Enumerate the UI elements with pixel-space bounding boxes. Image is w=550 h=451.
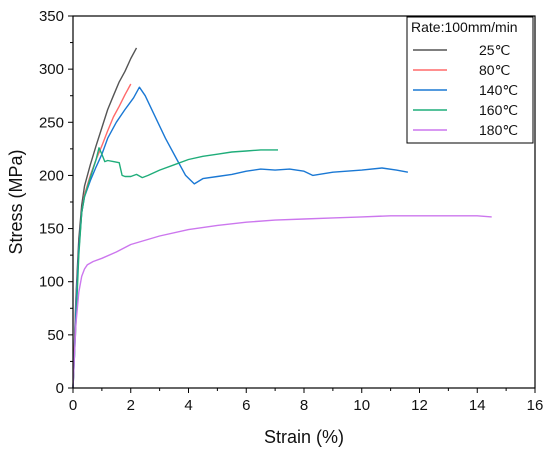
y-tick-label: 100 [39, 274, 64, 291]
y-axis-title: Stress (MPa) [6, 149, 26, 254]
x-tick-label: 2 [127, 397, 135, 414]
y-tick-label: 0 [56, 380, 64, 397]
x-tick-label: 0 [69, 397, 77, 414]
x-tick-label: 6 [242, 397, 250, 414]
legend-label: 160℃ [479, 102, 518, 118]
legend-items: 25℃ 80℃ 140℃ 160℃ 180℃ [413, 42, 518, 138]
legend: Rate:100mm/min 25℃ 80℃ 140℃ 160℃ 180℃ [406, 16, 534, 144]
series-line-4 [72, 215, 492, 389]
legend-title: Rate:100mm/min [411, 19, 518, 35]
y-tick-label: 250 [39, 114, 64, 131]
x-tick-label: 14 [469, 397, 486, 414]
legend-box [406, 16, 534, 144]
legend-label: 80℃ [479, 62, 510, 78]
series-layer [72, 47, 492, 389]
legend-label: 140℃ [479, 82, 518, 98]
x-tick-label: 16 [527, 397, 544, 414]
x-tick-label: 8 [300, 397, 308, 414]
y-tick-label: 350 [39, 8, 64, 25]
y-tick-label: 50 [47, 327, 64, 344]
x-tick-label: 10 [353, 397, 370, 414]
legend-label: 25℃ [479, 42, 510, 58]
y-tick-label: 200 [39, 167, 64, 184]
series-line-3 [72, 147, 278, 389]
ticks-layer: 0 2 4 6 8 10 12 14 16 0 50 100 150 200 250 300 350 [39, 8, 543, 414]
legend-label: 180℃ [479, 122, 518, 138]
y-tick-label: 150 [39, 221, 64, 238]
series-line-2 [72, 86, 409, 389]
x-tick-label: 4 [184, 397, 192, 414]
y-tick-label: 300 [39, 61, 64, 78]
x-axis-title: Strain (%) [264, 427, 344, 447]
x-tick-label: 12 [411, 397, 428, 414]
series-line-0 [72, 47, 138, 389]
